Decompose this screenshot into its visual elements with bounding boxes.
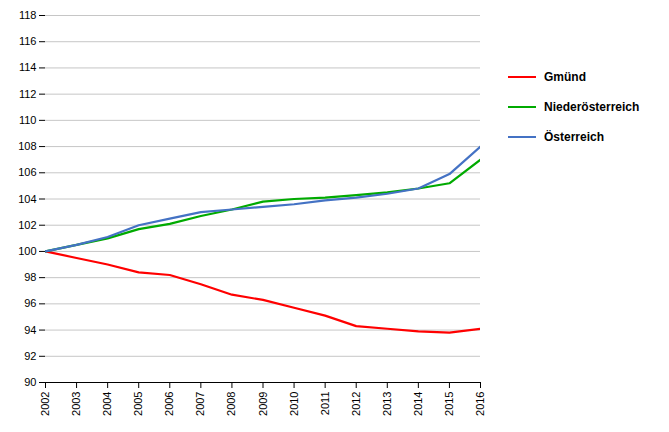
svg-text:106: 106 [18, 166, 36, 178]
svg-text:2013: 2013 [381, 392, 393, 416]
svg-text:96: 96 [24, 297, 36, 309]
svg-text:2010: 2010 [288, 392, 300, 416]
svg-text:2014: 2014 [412, 392, 424, 416]
html-text:Österreich: Österreich [544, 130, 604, 144]
svg-text:2015: 2015 [443, 392, 455, 416]
svg-text:98: 98 [24, 271, 36, 283]
svg-text:2016: 2016 [474, 392, 486, 416]
svg-text:102: 102 [18, 219, 36, 231]
svg-text:2003: 2003 [70, 392, 82, 416]
svg-text:2011: 2011 [319, 392, 331, 416]
svg-text:100: 100 [18, 245, 36, 257]
svg-text:2012: 2012 [350, 392, 362, 416]
svg-text:2009: 2009 [257, 392, 269, 416]
svg-text:104: 104 [18, 193, 36, 205]
svg-text:2004: 2004 [101, 392, 113, 416]
svg-text:2008: 2008 [225, 392, 237, 416]
svg-text:2007: 2007 [194, 392, 206, 416]
svg-text:2006: 2006 [163, 392, 175, 416]
svg-text:2005: 2005 [132, 392, 144, 416]
svg-text:116: 116 [19, 35, 37, 47]
svg-text:110: 110 [19, 114, 37, 126]
svg-text:114: 114 [19, 61, 37, 73]
html-text:Gmünd: Gmünd [544, 70, 586, 84]
html-text:Niederösterreich: Niederösterreich [544, 100, 640, 114]
svg-text:112: 112 [19, 88, 37, 100]
svg-text:2002: 2002 [39, 392, 51, 416]
svg-text:118: 118 [19, 9, 37, 21]
svg-text:90: 90 [24, 376, 36, 388]
svg-text:94: 94 [24, 324, 36, 336]
svg-text:92: 92 [24, 350, 36, 362]
svg-text:108: 108 [18, 140, 36, 152]
